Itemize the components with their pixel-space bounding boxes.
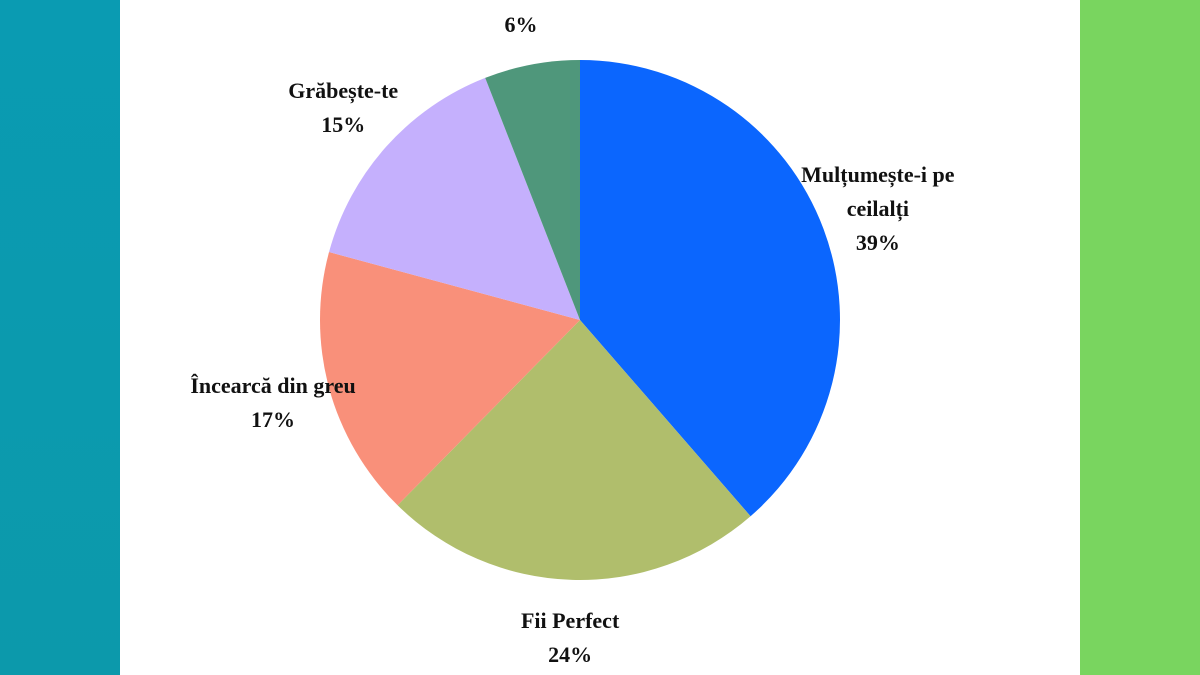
value-label: 39% xyxy=(855,229,900,255)
pie-slice xyxy=(319,252,580,506)
value-label: 6% xyxy=(504,11,538,37)
value-label: 24% xyxy=(548,641,593,667)
category-label: Grăbește-te xyxy=(288,77,399,103)
slice-label: Fii Perfect 24% xyxy=(483,604,658,672)
pie-slice xyxy=(580,60,840,517)
left-band xyxy=(0,0,120,675)
pie-slice xyxy=(329,77,580,320)
slice-label: Încearcă din greu 17% xyxy=(186,369,361,437)
category-label: Mulțumește-i pe ceilalți xyxy=(801,161,955,221)
category-label: Încearcă din greu xyxy=(190,373,356,399)
value-label: 17% xyxy=(251,407,296,433)
category-label: Fii Puternic xyxy=(433,0,608,8)
value-label: 15% xyxy=(321,111,366,137)
category-label: Fii Perfect xyxy=(520,607,620,633)
pie-slice xyxy=(397,320,751,580)
right-band xyxy=(1080,0,1200,675)
slice-label: Fii Puternic 6% xyxy=(433,0,608,42)
slice-label: Grăbește-te 15% xyxy=(256,74,431,142)
slice-label: Mulțumește-i pe ceilalți 39% xyxy=(790,158,965,260)
pie-slice xyxy=(485,60,580,320)
